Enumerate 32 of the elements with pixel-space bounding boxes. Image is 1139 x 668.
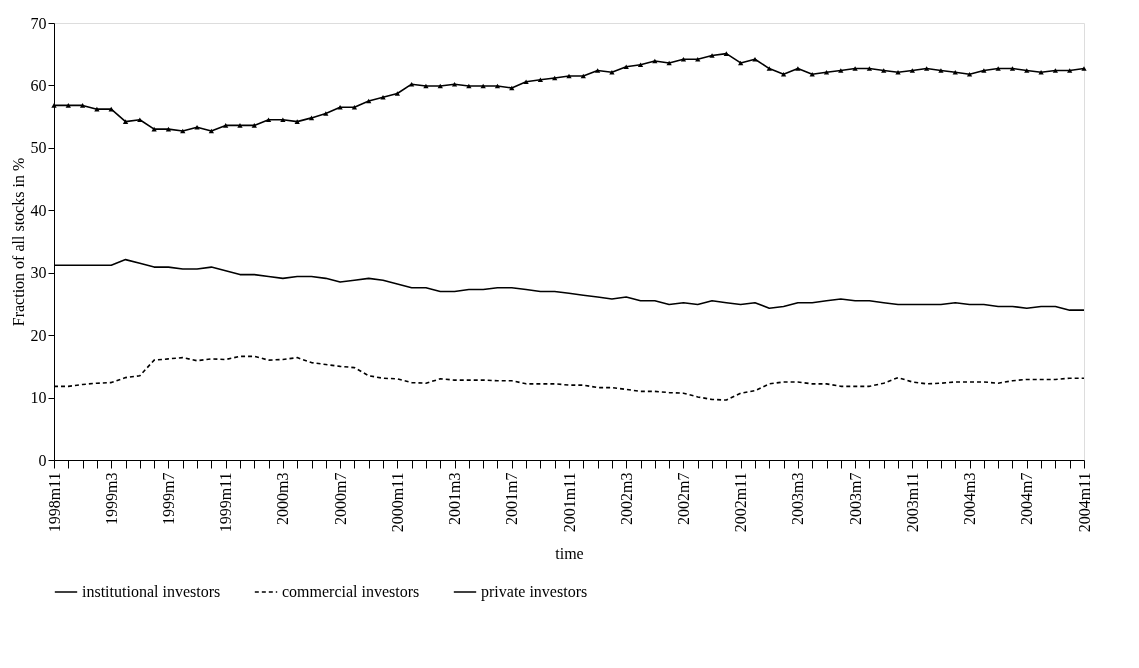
x-tick-label: 2002m11 <box>732 472 750 533</box>
y-tick-label: 70 <box>30 14 47 32</box>
y-tick-label: 60 <box>30 76 47 94</box>
x-axis-title: time <box>555 545 584 563</box>
x-tick-label: 2004m7 <box>1018 472 1036 525</box>
x-tick-label: 1999m3 <box>102 472 120 525</box>
y-tick-label: 20 <box>30 326 47 344</box>
y-tick-label: 10 <box>30 389 47 407</box>
x-tick-label: 2002m3 <box>617 472 635 525</box>
x-tick-label: 1999m7 <box>159 472 177 525</box>
x-tick-label: 2001m3 <box>446 472 464 525</box>
y-tick-label: 0 <box>38 451 47 469</box>
x-tick-label: 2003m11 <box>903 472 921 533</box>
y-tick-label: 30 <box>30 264 47 282</box>
x-tick-label: 2003m7 <box>846 472 864 525</box>
x-tick-label: 1999m11 <box>217 472 235 533</box>
x-tick-label: 2001m7 <box>503 472 521 525</box>
x-tick-label: 1998m11 <box>45 472 63 533</box>
x-tick-label: 2004m3 <box>961 472 979 525</box>
y-axis-title: Fraction of all stocks in % <box>9 157 27 327</box>
x-tick-label: 2003m3 <box>789 472 807 525</box>
y-tick-label: 40 <box>30 201 47 219</box>
legend-label: institutional investors <box>82 583 221 600</box>
x-tick-label: 2002m7 <box>674 472 692 525</box>
y-tick-label: 50 <box>30 139 47 157</box>
legend-label: private investors <box>481 583 588 601</box>
x-tick-label: 2004m11 <box>1075 472 1093 533</box>
x-tick-label: 2001m11 <box>560 472 578 533</box>
x-tick-label: 2000m7 <box>331 472 349 525</box>
x-tick-label: 2000m3 <box>274 472 292 525</box>
x-tick-label: 2000m11 <box>388 472 406 533</box>
legend-label: commercial investors <box>282 583 420 600</box>
